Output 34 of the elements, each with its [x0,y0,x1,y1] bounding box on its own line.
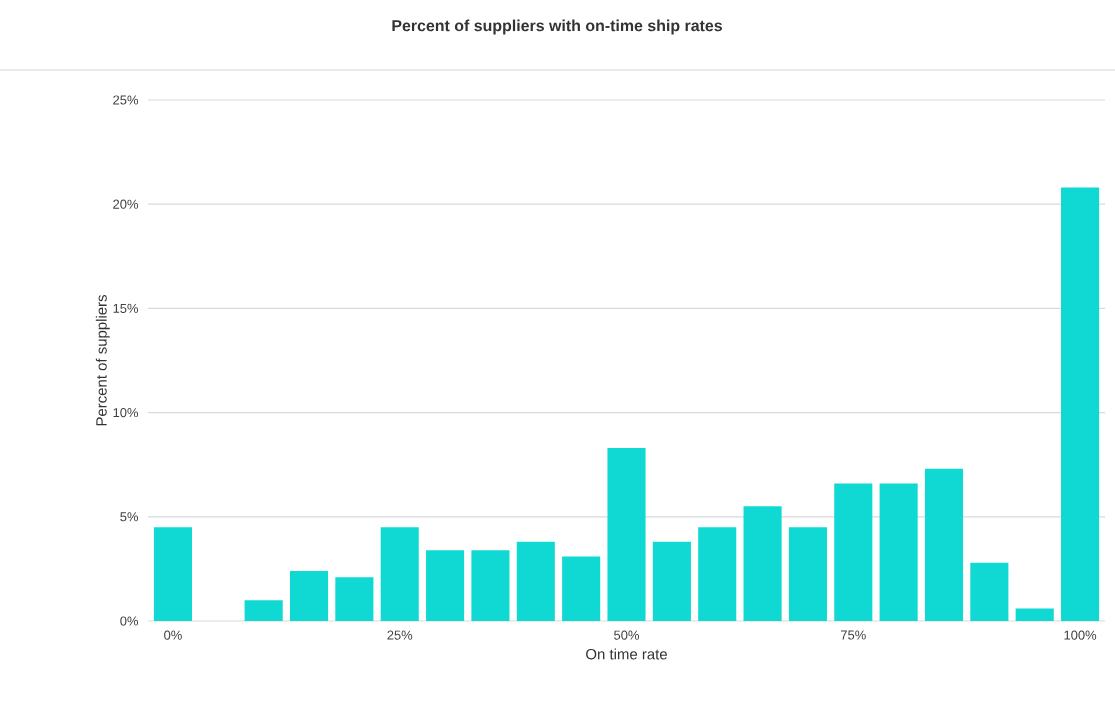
y-tick-label: 15% [113,303,139,313]
bar [1015,608,1054,621]
x-tick-label: 75% [841,630,866,640]
bar [970,562,1009,621]
x-tick-label: 0% [164,630,182,640]
y-tick-label: 20% [113,199,139,209]
bar [562,556,601,621]
bar [153,527,192,621]
x-tick-label: 100% [1064,630,1097,640]
bar [924,468,964,621]
y-tick-label: 5% [120,512,139,522]
bar [607,448,646,621]
y-tick-label: 10% [113,407,139,418]
x-axis-title: On time rate [586,648,667,660]
bar [1061,187,1100,621]
bar [426,550,465,621]
y-axis-title: Percent of suppliers [95,295,110,426]
bar [698,527,737,621]
bar [335,577,374,621]
bar [471,550,510,621]
bar [743,506,782,621]
y-tick-label: 0% [120,616,139,626]
y-tick-label: 25% [113,95,139,105]
bar [516,541,555,621]
x-tick-label: 50% [614,630,640,640]
chart-title: Percent of suppliers with on-time ship rates [392,19,722,35]
bar [788,527,827,621]
bar [879,483,918,621]
bar [289,570,329,621]
bar [380,527,419,621]
bar [834,483,873,621]
bar [652,541,691,621]
x-tick-label: 25% [387,630,413,640]
bar [244,600,283,621]
